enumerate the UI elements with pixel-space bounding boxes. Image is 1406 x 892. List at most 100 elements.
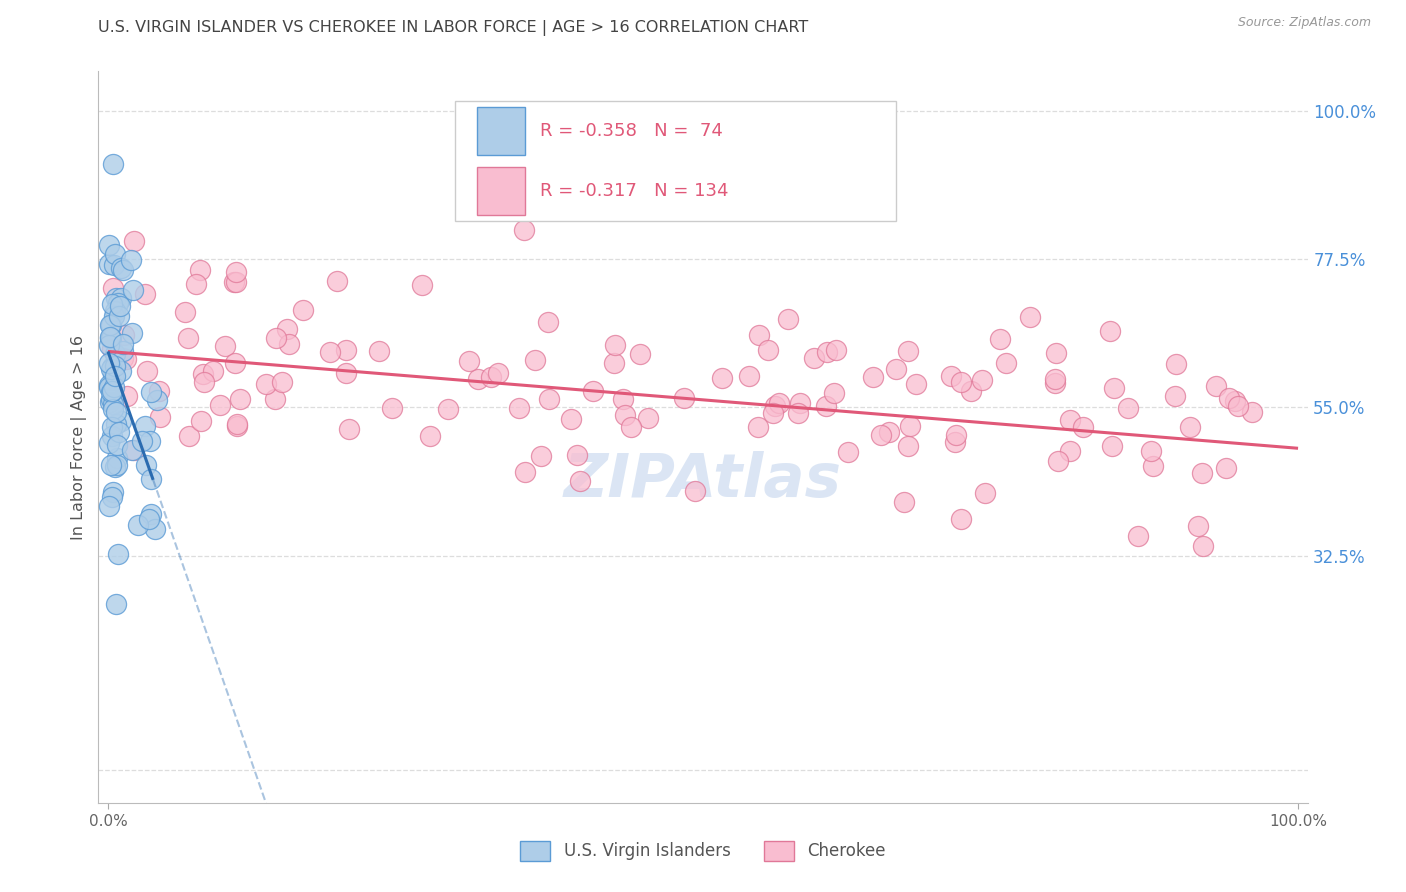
Point bbox=[337, 421, 360, 435]
Point bbox=[637, 410, 659, 425]
Point bbox=[229, 392, 252, 407]
Point bbox=[97, 337, 120, 351]
Point bbox=[105, 417, 128, 431]
Point bbox=[138, 434, 160, 449]
Point bbox=[1098, 325, 1121, 339]
Point bbox=[897, 344, 920, 359]
Point bbox=[134, 419, 156, 434]
Point bbox=[104, 459, 127, 474]
Point bbox=[486, 366, 509, 380]
Point bbox=[862, 369, 884, 384]
Point bbox=[100, 359, 122, 374]
Point bbox=[225, 418, 247, 433]
Point bbox=[537, 392, 560, 406]
Point bbox=[100, 330, 122, 344]
Point bbox=[190, 414, 212, 428]
Point bbox=[145, 392, 167, 407]
Point bbox=[121, 443, 143, 458]
Point bbox=[326, 274, 349, 288]
Point bbox=[100, 429, 122, 443]
Point bbox=[114, 327, 136, 342]
Point bbox=[778, 312, 800, 326]
Point bbox=[105, 291, 128, 305]
Point bbox=[100, 392, 122, 407]
Point bbox=[1043, 376, 1066, 390]
Point bbox=[254, 376, 277, 391]
Point bbox=[789, 396, 811, 410]
Point bbox=[110, 260, 132, 275]
Point bbox=[893, 495, 915, 509]
Point bbox=[107, 547, 129, 561]
Point bbox=[100, 378, 122, 392]
Point bbox=[458, 354, 481, 368]
Point bbox=[110, 291, 132, 305]
Text: R = -0.358   N =  74: R = -0.358 N = 74 bbox=[540, 122, 723, 140]
Point bbox=[120, 253, 142, 268]
Bar bbox=[477, 168, 526, 215]
Point bbox=[530, 449, 553, 463]
Point bbox=[141, 508, 163, 522]
Legend: U.S. Virgin Islanders, Cherokee: U.S. Virgin Islanders, Cherokee bbox=[513, 834, 893, 868]
Point bbox=[603, 356, 626, 370]
Point bbox=[266, 331, 288, 345]
Point bbox=[214, 339, 236, 353]
Text: R = -0.317   N = 134: R = -0.317 N = 134 bbox=[540, 182, 728, 200]
Point bbox=[193, 375, 215, 389]
Point bbox=[437, 402, 460, 417]
Point bbox=[710, 370, 733, 384]
Point bbox=[614, 408, 637, 422]
Point bbox=[1045, 346, 1067, 360]
Point bbox=[949, 512, 972, 526]
Point bbox=[101, 368, 124, 383]
Point bbox=[1218, 391, 1240, 405]
Point bbox=[815, 345, 838, 359]
Point bbox=[107, 309, 129, 323]
Point bbox=[620, 419, 643, 434]
Point bbox=[174, 305, 197, 319]
Point bbox=[139, 384, 162, 399]
Point bbox=[98, 257, 121, 271]
Point bbox=[145, 522, 167, 536]
Point bbox=[101, 296, 124, 310]
Point bbox=[105, 438, 128, 452]
Point bbox=[1059, 443, 1081, 458]
Point bbox=[768, 396, 790, 410]
Point bbox=[1116, 401, 1139, 415]
Point bbox=[101, 390, 124, 404]
Point bbox=[112, 351, 135, 365]
Point bbox=[814, 400, 837, 414]
Point bbox=[904, 377, 927, 392]
Point bbox=[97, 436, 120, 450]
Point bbox=[97, 377, 120, 392]
Point bbox=[1140, 443, 1163, 458]
Point bbox=[994, 356, 1017, 370]
Point bbox=[122, 234, 145, 248]
Point bbox=[582, 384, 605, 398]
Point bbox=[103, 380, 125, 394]
Point bbox=[100, 318, 122, 332]
Point bbox=[188, 263, 211, 277]
Point bbox=[628, 346, 651, 360]
Point bbox=[1102, 381, 1125, 395]
Point bbox=[945, 428, 967, 442]
Point bbox=[111, 337, 134, 351]
Text: ZIPAtlas: ZIPAtlas bbox=[564, 451, 842, 510]
Point bbox=[513, 222, 536, 236]
Point bbox=[117, 388, 139, 402]
Point bbox=[110, 364, 132, 378]
Point bbox=[98, 330, 121, 344]
Y-axis label: In Labor Force | Age > 16: In Labor Force | Age > 16 bbox=[72, 334, 87, 540]
Point bbox=[1128, 529, 1150, 543]
Point bbox=[292, 302, 315, 317]
Point bbox=[149, 410, 172, 425]
Point bbox=[1205, 378, 1227, 392]
Point bbox=[513, 466, 536, 480]
Text: Source: ZipAtlas.com: Source: ZipAtlas.com bbox=[1237, 15, 1371, 29]
Point bbox=[1191, 466, 1213, 480]
Point bbox=[103, 401, 125, 416]
Point bbox=[1043, 372, 1066, 386]
Point bbox=[193, 368, 215, 382]
Point bbox=[960, 384, 983, 398]
Bar bbox=[477, 107, 526, 154]
Point bbox=[101, 342, 124, 356]
